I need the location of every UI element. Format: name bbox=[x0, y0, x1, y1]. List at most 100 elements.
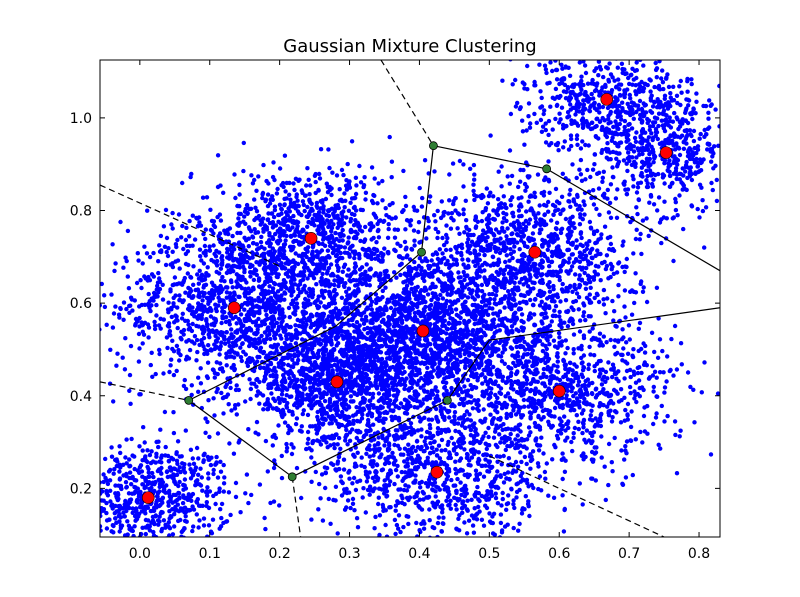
scatter-point bbox=[353, 191, 359, 197]
scatter-point bbox=[500, 220, 505, 225]
scatter-point bbox=[375, 201, 380, 206]
scatter-point bbox=[186, 292, 192, 297]
scatter-point bbox=[275, 186, 280, 192]
scatter-point bbox=[306, 177, 311, 182]
scatter-point bbox=[292, 352, 297, 357]
scatter-point bbox=[180, 461, 185, 466]
scatter-point bbox=[292, 264, 297, 269]
scatter-point bbox=[323, 288, 328, 294]
scatter-point bbox=[284, 393, 289, 398]
scatter-point bbox=[191, 294, 196, 299]
scatter-point bbox=[138, 463, 144, 468]
scatter-point bbox=[327, 421, 332, 426]
scatter-point bbox=[272, 398, 278, 404]
scatter-point bbox=[304, 357, 309, 363]
scatter-point bbox=[186, 497, 192, 502]
scatter-point bbox=[320, 241, 325, 247]
scatter-point bbox=[145, 448, 150, 453]
scatter-point bbox=[207, 434, 212, 440]
scatter-point bbox=[332, 215, 337, 220]
scatter-point bbox=[195, 349, 200, 355]
scatter-point bbox=[229, 279, 234, 285]
scatter-point bbox=[376, 297, 382, 303]
scatter-point bbox=[201, 523, 207, 528]
scatter-point bbox=[260, 192, 265, 197]
scatter-point bbox=[305, 276, 310, 281]
scatter-point bbox=[274, 274, 279, 279]
scatter-point bbox=[128, 343, 134, 349]
scatter-point bbox=[457, 320, 462, 325]
scatter-point bbox=[214, 454, 219, 460]
scatter-point bbox=[186, 322, 191, 327]
scatter-point bbox=[107, 478, 113, 483]
scatter-point bbox=[396, 405, 402, 411]
scatter-point bbox=[207, 335, 212, 340]
scatter-point bbox=[197, 268, 202, 273]
scatter-point bbox=[258, 365, 263, 371]
scatter-point bbox=[356, 340, 361, 345]
scatter-point bbox=[238, 211, 243, 217]
scatter-point bbox=[157, 514, 162, 519]
scatter-point bbox=[221, 411, 226, 416]
scatter-point bbox=[239, 358, 244, 364]
scatter-point bbox=[394, 275, 399, 280]
scatter-point bbox=[417, 185, 422, 191]
scatter-point bbox=[182, 526, 187, 531]
scatter-point bbox=[151, 508, 157, 513]
scatter-point bbox=[148, 308, 153, 314]
scatter-point bbox=[314, 400, 320, 405]
scatter-point bbox=[326, 209, 331, 214]
scatter-point bbox=[191, 282, 196, 287]
scatter-point bbox=[386, 226, 391, 232]
scatter-point bbox=[348, 229, 354, 235]
scatter-point bbox=[281, 362, 286, 367]
scatter-point bbox=[206, 471, 211, 476]
scatter-point bbox=[281, 278, 287, 283]
scatter-point bbox=[215, 153, 221, 158]
scatter-point bbox=[325, 404, 330, 410]
scatter-point bbox=[130, 510, 135, 515]
scatter-point bbox=[380, 254, 385, 259]
scatter-point bbox=[293, 260, 298, 265]
scatter-point bbox=[149, 296, 154, 301]
scatter-point bbox=[355, 375, 361, 380]
scatter-point bbox=[238, 230, 243, 236]
scatter-point bbox=[159, 509, 164, 515]
scatter-point bbox=[411, 228, 417, 233]
scatter-point bbox=[251, 277, 257, 283]
scatter-point bbox=[205, 454, 211, 460]
scatter-point bbox=[284, 441, 289, 447]
scatter-point bbox=[364, 372, 369, 378]
scatter-point bbox=[215, 371, 220, 377]
scatter-point bbox=[416, 378, 421, 383]
scatter-point bbox=[191, 461, 197, 466]
scatter-point bbox=[238, 312, 244, 317]
scatter-point bbox=[204, 500, 209, 505]
scatter-point bbox=[143, 531, 148, 537]
scatter-point bbox=[334, 173, 340, 178]
scatter-point bbox=[299, 378, 304, 383]
scatter-point bbox=[281, 222, 286, 227]
scatter-point bbox=[384, 368, 389, 373]
scatter-point bbox=[268, 500, 273, 506]
scatter-point bbox=[224, 363, 229, 368]
scatter-point bbox=[194, 215, 199, 221]
scatter-point bbox=[162, 409, 168, 415]
scatter-point bbox=[196, 276, 202, 281]
scatter-point bbox=[231, 258, 236, 263]
scatter-point bbox=[255, 354, 260, 360]
scatter-point bbox=[352, 196, 357, 201]
scatter-point bbox=[283, 189, 288, 194]
scatter-point bbox=[188, 288, 194, 294]
scatter-point bbox=[279, 453, 284, 459]
scatter-point bbox=[341, 405, 347, 411]
scatter-point bbox=[357, 276, 363, 282]
scatter-point bbox=[211, 396, 216, 401]
scatter-point bbox=[284, 343, 290, 348]
scatter-point bbox=[156, 270, 161, 276]
scatter-point bbox=[201, 261, 207, 266]
scatter-point bbox=[110, 325, 116, 330]
scatter-point bbox=[307, 366, 313, 371]
scatter-point bbox=[345, 161, 350, 167]
scatter-point bbox=[238, 318, 243, 324]
